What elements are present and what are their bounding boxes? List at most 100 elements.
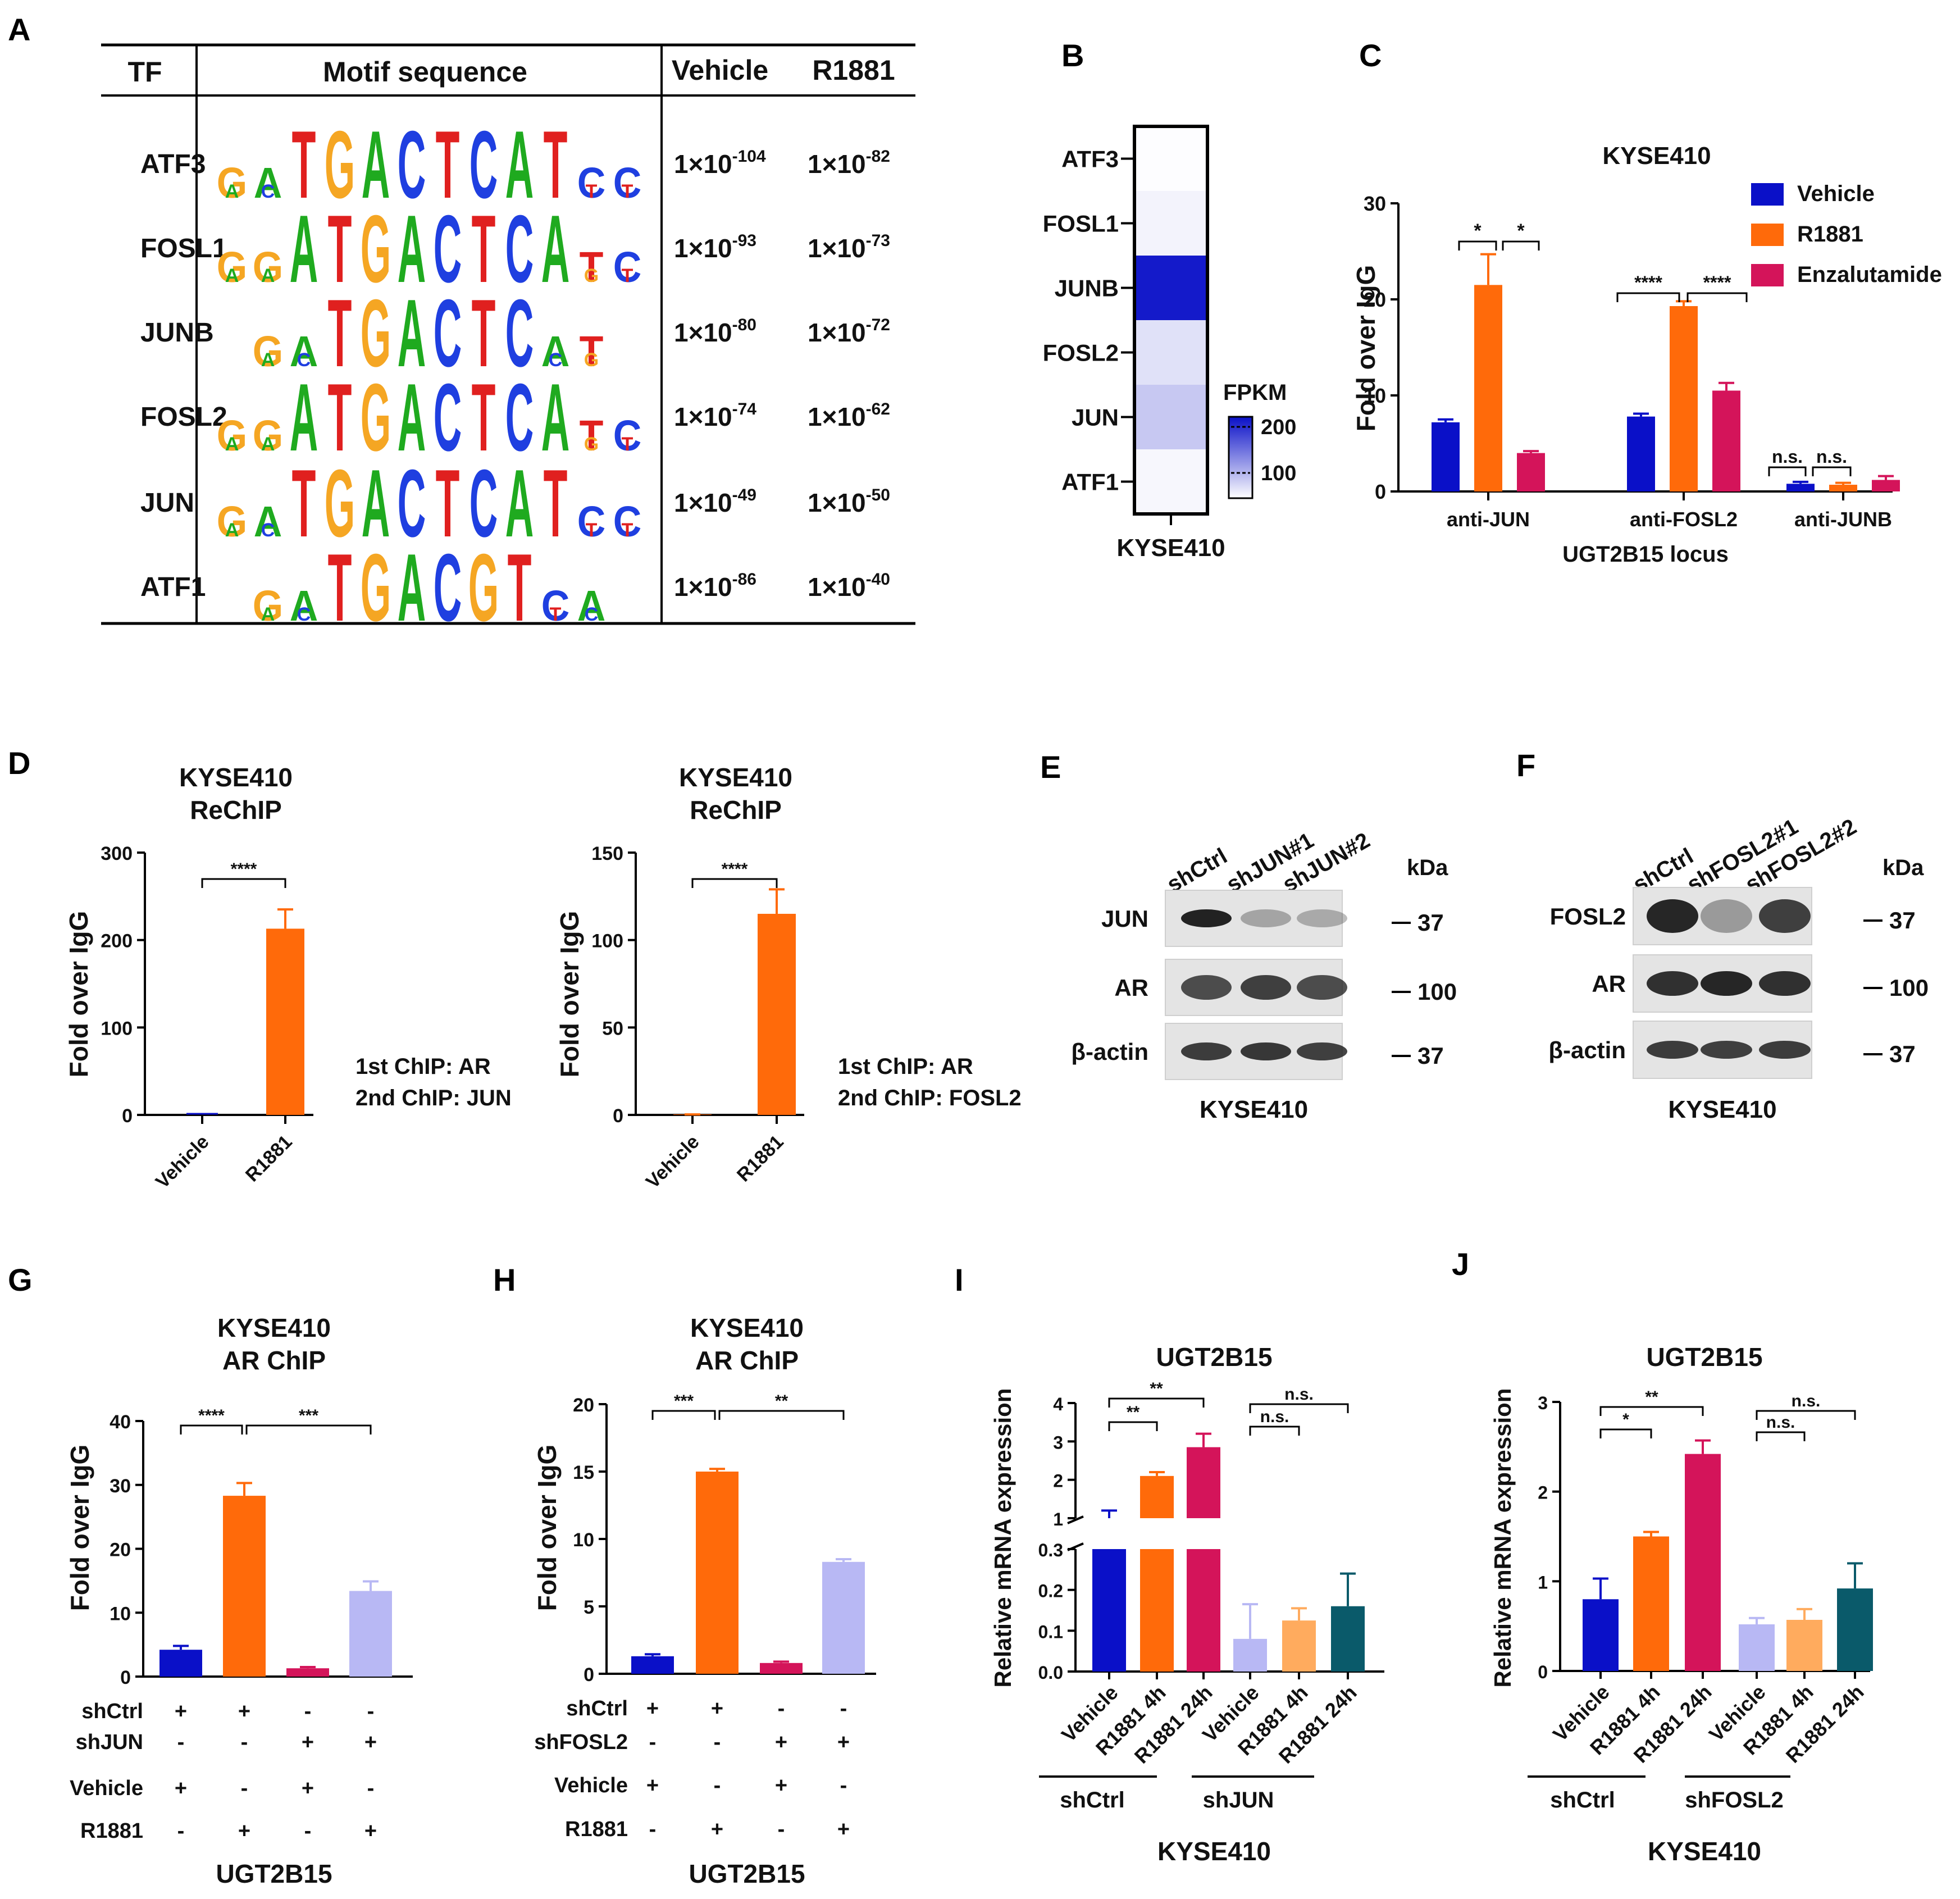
heatmap-row-label: JUNB xyxy=(1055,275,1119,302)
motif-letter: T xyxy=(292,450,316,557)
condition-sign: + xyxy=(364,1819,377,1843)
y-axis-label: Fold over IgG xyxy=(1351,265,1380,431)
bar xyxy=(1786,1619,1822,1671)
heatmap-xlabel: KYSE410 xyxy=(1116,534,1225,562)
bar-vehicle xyxy=(1432,422,1460,491)
blot-band xyxy=(1297,975,1347,1000)
significance-bracket xyxy=(245,1424,372,1435)
panel-letter-d: D xyxy=(8,745,30,781)
y-tick-label: 0 xyxy=(120,1667,131,1688)
condition-sign: + xyxy=(238,1700,250,1723)
condition-label: R1881 xyxy=(565,1818,628,1841)
chart-subtitle: AR ChIP xyxy=(695,1346,799,1375)
sig-label: **** xyxy=(198,1406,225,1425)
bar-lower xyxy=(1092,1549,1126,1672)
pvalue-vehicle: 1×10-93 xyxy=(674,231,756,263)
bar xyxy=(760,1663,803,1674)
motif-letter: T xyxy=(472,280,496,387)
condition-sign: + xyxy=(175,1700,187,1723)
chart-title: KYSE410 xyxy=(679,763,792,792)
marker-kda: 37 xyxy=(1889,1041,1916,1067)
motif-letter: G xyxy=(253,581,283,630)
y-tick-label: 1 xyxy=(1053,1509,1063,1529)
blot-row-label: FOSL2 xyxy=(1550,903,1626,930)
panel-b-heatmap: ATF3 FOSL1 JUNB FOSL2 JUN ATF1 KYSE410 FPKM 2… xyxy=(1043,125,1296,562)
condition-sign: + xyxy=(837,1818,850,1841)
tf-name-atf3: ATF3 xyxy=(140,149,206,179)
significance-bracket xyxy=(1768,466,1807,476)
motif-letter: C xyxy=(398,450,426,557)
motif-letter: G xyxy=(584,349,599,371)
heatmap-cell-fosl2 xyxy=(1134,320,1207,385)
motif-letter: A xyxy=(398,364,426,471)
motif-letter: G xyxy=(217,243,247,292)
y-tick-label: 1 xyxy=(1538,1572,1548,1592)
pvalue-r1881: 1×10-62 xyxy=(808,400,890,431)
condition-sign: + xyxy=(238,1819,250,1843)
y-tick-label: 20 xyxy=(1364,288,1386,311)
blot-row-label: AR xyxy=(1592,971,1626,997)
bar xyxy=(631,1656,674,1674)
motif-letter: A xyxy=(225,434,239,455)
motif-letter: A xyxy=(225,181,239,202)
motif-letter: A xyxy=(225,520,239,541)
bar-vehicle xyxy=(1627,416,1655,491)
blot-band xyxy=(1701,1041,1752,1059)
motif-letter: C xyxy=(613,497,642,546)
chip-note-1: 1st ChIP: AR xyxy=(355,1054,491,1079)
motif-letter: T xyxy=(328,534,352,641)
marker-kda: 37 xyxy=(1417,909,1444,936)
y-axis-label: Relative mRNA expression xyxy=(990,1388,1016,1688)
chart-title: KYSE410 xyxy=(179,763,293,792)
bar-enzalutamide xyxy=(1872,480,1900,491)
sig-label: ** xyxy=(1150,1379,1163,1398)
x-tick-label: anti-JUN xyxy=(1447,508,1530,531)
motif-letter: C xyxy=(613,411,642,460)
pvalue-vehicle: 1×10-80 xyxy=(674,316,756,347)
motif-letter: T xyxy=(622,434,633,455)
x-tick-label: Vehicle xyxy=(642,1131,704,1193)
blot-band xyxy=(1241,975,1291,1000)
y-tick-label: 0 xyxy=(1375,480,1386,503)
motif-letter: C xyxy=(505,280,534,387)
significance-bracket xyxy=(651,1410,716,1420)
condition-sign: - xyxy=(367,1700,375,1723)
sig-label: *** xyxy=(299,1406,318,1425)
y-tick-label: 100 xyxy=(101,1018,133,1039)
bar xyxy=(159,1650,202,1677)
heatmap-cell-atf1 xyxy=(1134,449,1207,514)
kda-label: kDa xyxy=(1882,855,1924,880)
bar xyxy=(1633,1536,1669,1671)
motif-letter: C xyxy=(505,195,534,303)
significance-bracket xyxy=(1599,1428,1652,1438)
chart-title: KYSE410 xyxy=(690,1313,804,1342)
tf-name-atf1: ATF1 xyxy=(140,572,206,602)
significance-bracket xyxy=(1756,1410,1856,1420)
bar xyxy=(1282,1620,1316,1672)
blot-row-label: JUN xyxy=(1101,905,1148,932)
heatmap-cell-junb xyxy=(1134,256,1207,320)
motif-letter: T xyxy=(586,520,598,541)
motif-letter: C xyxy=(434,280,462,387)
chip-note-2: 2nd ChIP: JUN xyxy=(355,1086,512,1110)
motif-letter: A xyxy=(577,581,606,630)
motif-letter: C xyxy=(541,581,570,630)
chart-title: KYSE410 xyxy=(1602,142,1711,170)
condition-sign: - xyxy=(241,1730,248,1754)
condition-sign: - xyxy=(778,1697,785,1720)
motif-letter: T xyxy=(622,265,633,286)
y-tick-label: 2 xyxy=(1538,1483,1548,1503)
motif-letter: G xyxy=(217,497,247,546)
chart-title: KYSE410 xyxy=(217,1313,331,1342)
condition-label: R1881 xyxy=(80,1819,143,1843)
motif-letter: C xyxy=(505,364,534,471)
chart-subtitle: AR ChIP xyxy=(222,1346,326,1375)
sig-label: *** xyxy=(674,1392,694,1410)
condition-sign: + xyxy=(646,1774,659,1797)
motif-letter: G xyxy=(361,280,391,387)
blot-band xyxy=(1297,909,1347,927)
motif-letter: C xyxy=(585,604,599,625)
pvalue-r1881: 1×10-73 xyxy=(808,231,890,263)
